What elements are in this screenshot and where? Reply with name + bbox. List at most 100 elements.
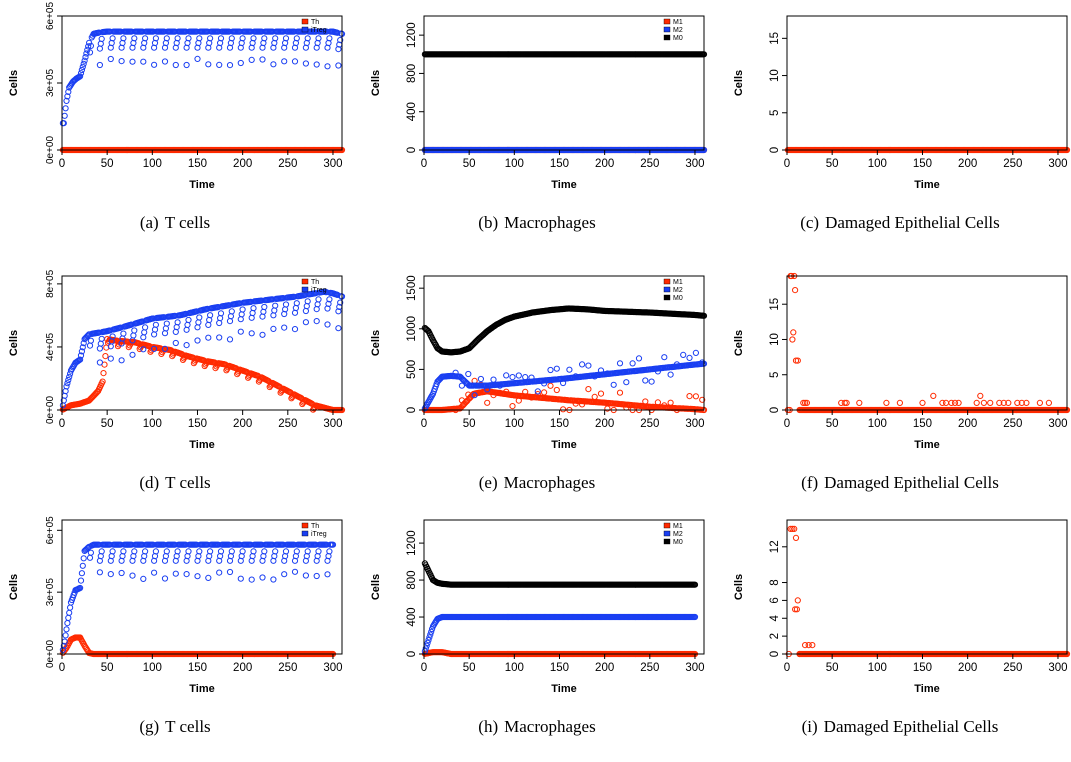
data-point (981, 400, 986, 405)
data-point (271, 326, 276, 331)
plot-frame (424, 16, 704, 150)
data-point (643, 378, 648, 383)
legend-label: M0 (673, 35, 683, 42)
points-layer (785, 273, 1069, 412)
data-point (206, 575, 211, 580)
data-point (63, 106, 68, 111)
data-point (325, 322, 330, 327)
x-tick-label: 100 (505, 158, 524, 170)
data-point (249, 57, 254, 62)
x-tick-label: 150 (913, 158, 932, 170)
data-point (586, 363, 591, 368)
x-tick-label: 0 (421, 418, 427, 430)
data-point (175, 320, 180, 325)
x-tick-label: 300 (323, 158, 342, 170)
legend-label: Th (311, 279, 319, 286)
data-point (260, 57, 265, 62)
y-tick-label: 5 (769, 372, 781, 378)
data-point (162, 331, 167, 336)
plot-frame (787, 276, 1067, 410)
data-point (592, 394, 597, 399)
data-point (271, 313, 276, 318)
x-tick-label: 100 (143, 158, 162, 170)
x-tick-label: 250 (278, 158, 297, 170)
data-point (98, 341, 103, 346)
data-point (238, 317, 243, 322)
y-axis-label: Cells (370, 70, 382, 96)
legend-label: M1 (673, 279, 683, 286)
y-tick-label: 0e+00 (45, 640, 56, 669)
data-point (130, 352, 135, 357)
data-point (103, 354, 108, 359)
plot-frame (787, 16, 1067, 150)
series-itreg (60, 289, 344, 408)
x-tick-label: 50 (463, 158, 476, 170)
data-point (687, 355, 692, 360)
data-point (510, 404, 515, 409)
data-point (63, 633, 68, 638)
data-point (262, 304, 267, 309)
data-point (260, 575, 265, 580)
y-tick-label: 0 (769, 147, 781, 153)
data-point (617, 390, 622, 395)
data-point (336, 326, 341, 331)
data-point (510, 375, 515, 380)
data-point (152, 327, 157, 332)
data-point (478, 376, 483, 381)
x-tick-label: 100 (505, 418, 524, 430)
x-tick-label: 0 (784, 418, 790, 430)
data-point (272, 308, 277, 313)
points-layer (422, 561, 697, 657)
data-point (98, 41, 103, 46)
legend-label: Th (311, 523, 319, 530)
data-point (87, 343, 92, 348)
data-point (314, 319, 319, 324)
x-tick-label: 0 (59, 418, 65, 430)
data-point (174, 325, 179, 330)
data-point (184, 343, 189, 348)
x-tick-label: 200 (958, 158, 977, 170)
data-point (173, 571, 178, 576)
panel-caption-text: T cells (165, 717, 210, 736)
data-point (99, 336, 104, 341)
x-tick-label: 250 (1003, 418, 1022, 430)
x-tick-label: 300 (685, 418, 704, 430)
data-point (304, 304, 309, 309)
legend-swatch (664, 27, 670, 32)
data-point (196, 320, 201, 325)
x-tick-label: 300 (1048, 418, 1067, 430)
data-point (305, 299, 310, 304)
data-point (163, 326, 168, 331)
data-point (793, 288, 798, 293)
panel-caption-text: T cells (165, 213, 210, 232)
data-point (282, 325, 287, 330)
data-point (283, 302, 288, 307)
legend-swatch (664, 19, 670, 24)
data-point (65, 621, 70, 626)
panel-caption: (d)T cells (5, 473, 345, 493)
y-tick-label: 8e+05 (45, 269, 56, 298)
x-axis-label: Time (551, 179, 576, 191)
data-point (303, 573, 308, 578)
data-point (292, 310, 297, 315)
y-tick-label: 3e+05 (45, 578, 56, 607)
legend-swatch (302, 287, 308, 292)
data-point (141, 335, 146, 340)
data-point (141, 59, 146, 64)
data-point (184, 62, 189, 67)
data-point (491, 377, 496, 382)
x-tick-label: 250 (640, 158, 659, 170)
x-tick-label: 50 (101, 158, 114, 170)
data-point (119, 358, 124, 363)
data-point (554, 366, 559, 371)
data-point (217, 320, 222, 325)
data-point (88, 338, 93, 343)
data-point (561, 407, 566, 412)
x-tick-label: 100 (868, 418, 887, 430)
x-tick-label: 150 (913, 418, 932, 430)
legend-swatch (302, 523, 308, 528)
